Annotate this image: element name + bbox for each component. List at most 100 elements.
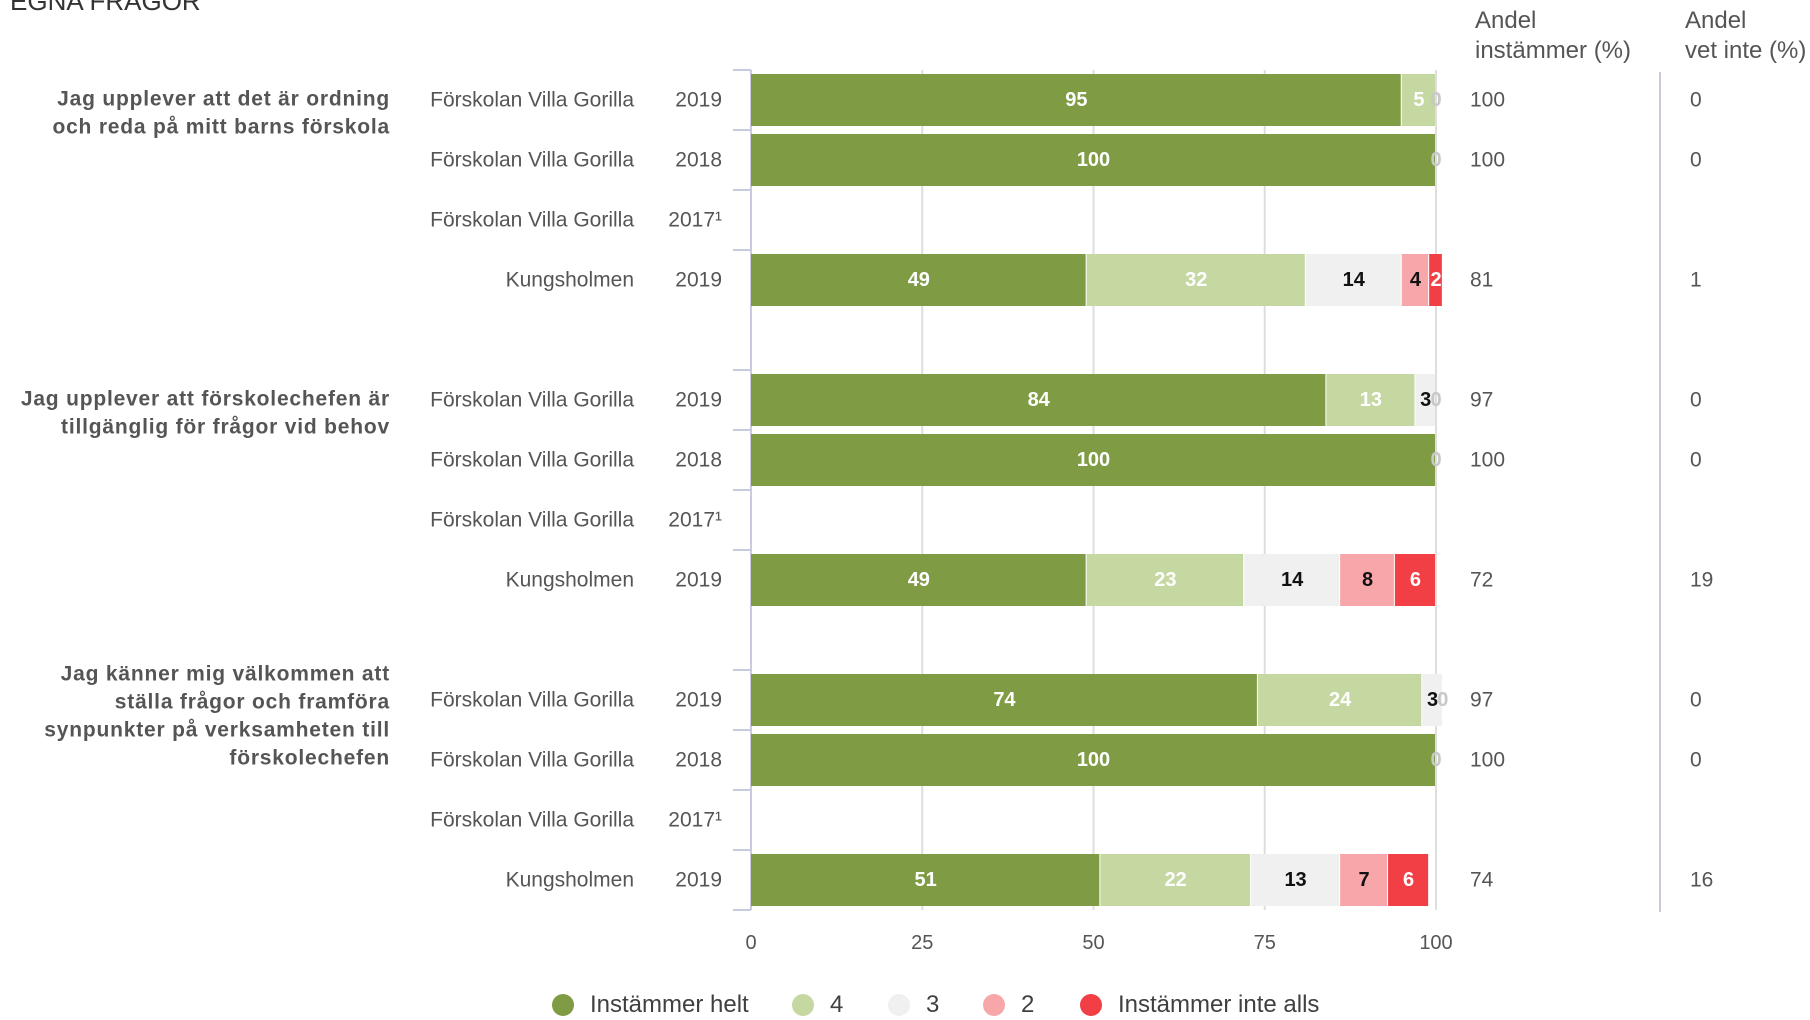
data-label: 51 (915, 869, 937, 891)
dontknow-value: 0 (1690, 149, 1702, 172)
agree-value: 74 (1470, 869, 1494, 892)
data-label: 24 (1329, 689, 1352, 711)
dontknow-value: 0 (1690, 749, 1702, 772)
bar-segment (1100, 854, 1251, 906)
data-label: 32 (1185, 269, 1207, 291)
data-label: 13 (1360, 389, 1382, 411)
bar-segment (1086, 254, 1305, 306)
row-year-label: 2017¹ (668, 809, 722, 832)
agree-value: 81 (1470, 269, 1493, 292)
legend-label: 3 (926, 991, 940, 1018)
header-dontknow-line2: vet inte (%) (1685, 37, 1807, 64)
legend-item: 4 (792, 990, 843, 1020)
bar-segment (1422, 674, 1442, 726)
question-label-line: Jag upplever att det är ordning (57, 88, 390, 111)
question-label-line: synpunkter på verksamheten till (44, 719, 390, 742)
legend-swatch (983, 994, 1005, 1016)
bar-segment (751, 74, 1401, 126)
row-unit-label: Förskolan Villa Gorilla (430, 89, 634, 112)
data-label: 3 (1420, 389, 1431, 411)
bar-segment (751, 374, 1326, 426)
bar-segment (1086, 554, 1244, 606)
legend-swatch (1080, 994, 1102, 1016)
row-unit-label: Förskolan Villa Gorilla (430, 809, 634, 832)
question-label-line: tillgänglig för frågor vid behov (61, 416, 390, 439)
x-tick-label: 75 (1254, 932, 1276, 954)
chart-legend: Instämmer helt 4 3 2 Instämmer inte alls (0, 990, 1810, 1020)
legend-swatch (792, 994, 814, 1016)
legend-label: 2 (1021, 991, 1035, 1018)
row-year-label: 2019 (675, 869, 722, 892)
question-label-line: och reda på mitt barns förskola (52, 116, 390, 139)
bar-segment (1251, 854, 1340, 906)
data-label: 8 (1362, 569, 1373, 591)
data-label: 100 (1077, 149, 1110, 171)
x-tick-label: 50 (1082, 932, 1104, 954)
question-label-line: ställa frågor och framföra (115, 691, 390, 714)
data-label: 84 (1028, 389, 1051, 411)
dontknow-value: 0 (1690, 89, 1702, 112)
data-label: 49 (908, 269, 930, 291)
bar-segment (751, 554, 1086, 606)
legend-item: 2 (983, 990, 1034, 1020)
data-label: 14 (1281, 569, 1304, 591)
dontknow-value: 0 (1690, 389, 1702, 412)
x-tick-label: 25 (911, 932, 933, 954)
bar-segment (1401, 74, 1435, 126)
data-label: 22 (1165, 869, 1187, 891)
bar-segment (1401, 254, 1429, 306)
bar-segment (1394, 554, 1435, 606)
data-label: 49 (908, 569, 930, 591)
x-tick-label: 100 (1419, 932, 1452, 954)
row-year-label: 2019 (675, 569, 722, 592)
data-label: 3 (1427, 689, 1438, 711)
data-label: 95 (1065, 89, 1087, 111)
data-label: 0 (1430, 89, 1441, 111)
row-year-label: 2019 (675, 389, 722, 412)
data-label: 0 (1430, 149, 1441, 171)
row-unit-label: Förskolan Villa Gorilla (430, 449, 634, 472)
bar-segment (751, 134, 1435, 186)
legend-item: Instämmer inte alls (1080, 990, 1319, 1020)
x-tick-label: 0 (745, 932, 756, 954)
row-year-label: 2018 (675, 749, 722, 772)
row-year-label: 2019 (675, 269, 722, 292)
question-label-line: Jag känner mig välkommen att (61, 663, 390, 686)
data-label: 0 (1437, 689, 1448, 711)
row-year-label: 2019 (675, 89, 722, 112)
bar-segment (1415, 374, 1435, 426)
legend-swatch (888, 994, 910, 1016)
row-year-label: 2017¹ (668, 509, 722, 532)
data-label: 6 (1410, 569, 1421, 591)
row-unit-label: Förskolan Villa Gorilla (430, 749, 634, 772)
header-agree: Andel instämmer (%) (1475, 6, 1631, 66)
question-label-line: förskolechefen (229, 747, 390, 770)
legend-item: 3 (888, 990, 939, 1020)
agree-value: 97 (1470, 689, 1493, 712)
legend-label: 4 (830, 991, 844, 1018)
bar-segment (1305, 254, 1401, 306)
agree-value: 72 (1470, 569, 1493, 592)
data-label: 14 (1343, 269, 1366, 291)
dontknow-value: 1 (1690, 269, 1702, 292)
row-unit-label: Kungsholmen (506, 269, 634, 292)
legend-label: Instämmer helt (590, 991, 749, 1018)
bar-segment (1388, 854, 1429, 906)
data-label: 6 (1403, 869, 1414, 891)
data-label: 7 (1359, 869, 1370, 891)
row-unit-label: Kungsholmen (506, 569, 634, 592)
header-dontknow-line1: Andel (1685, 7, 1747, 34)
row-unit-label: Förskolan Villa Gorilla (430, 149, 634, 172)
bar-segment (751, 434, 1435, 486)
dontknow-value: 0 (1690, 449, 1702, 472)
page-title: EGNA FRÅGOR (10, 0, 201, 16)
bar-segment (1429, 254, 1442, 306)
bar-segment (751, 254, 1086, 306)
bar-segment (1340, 554, 1394, 606)
dontknow-value: 16 (1690, 869, 1713, 892)
data-label: 74 (993, 689, 1016, 711)
row-unit-label: Förskolan Villa Gorilla (430, 209, 634, 232)
agree-value: 100 (1470, 89, 1505, 112)
header-agree-line2: instämmer (%) (1475, 37, 1632, 64)
